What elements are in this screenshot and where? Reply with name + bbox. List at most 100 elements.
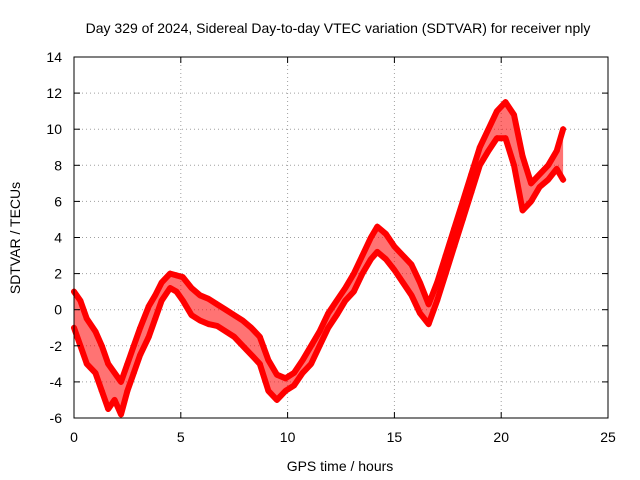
y-tick-label: -2 [50,338,63,354]
data-point-marker [152,315,159,322]
data-point-marker [553,147,560,154]
data-point-marker [350,270,357,277]
data-point-marker [391,243,398,250]
data-point-marker [560,126,567,133]
data-point-marker [124,387,131,394]
data-point-marker [536,183,543,190]
data-point-marker [124,360,131,367]
data-point-marker [425,301,432,308]
data-point-marker [83,315,90,322]
data-point-marker [425,321,432,328]
data-point-marker [117,378,124,385]
data-point-marker [117,411,124,418]
data-point-marker [459,198,466,205]
data-point-marker [545,162,552,169]
data-point-marker [342,297,349,304]
data-point-marker [325,310,332,317]
data-point-marker [536,171,543,178]
data-point-marker [325,324,332,331]
data-point-marker [519,153,526,160]
y-tick-label: 12 [46,85,62,101]
data-point-marker [316,328,323,335]
data-point-marker [308,360,315,367]
data-point-marker [222,306,229,313]
data-point-marker [408,261,415,268]
data-point-marker [188,285,195,292]
data-point-marker [214,322,221,329]
data-point-marker [316,342,323,349]
data-point-marker [167,285,174,292]
data-point-marker [502,99,509,106]
data-point-marker [399,252,406,259]
data-point-marker [417,310,424,317]
data-point-marker [291,382,298,389]
axis-ticks: 0 5 10 15 20 25 -6 -4 -2 0 2 4 6 8 10 12 14 [46,49,616,445]
data-point-marker [137,324,144,331]
data-point-marker [158,279,165,286]
data-point-marker [222,328,229,335]
y-tick-label: 0 [54,302,62,318]
data-point-marker [130,342,137,349]
data-point-marker [205,321,212,328]
data-point-marker [391,266,398,273]
data-point-marker [105,360,112,367]
data-point-marker [359,252,366,259]
data-point-marker [382,256,389,263]
data-point-marker [493,108,500,115]
data-point-marker [145,303,152,310]
data-point-marker [98,387,105,394]
data-point-marker [282,387,289,394]
data-point-marker [77,297,84,304]
data-point-marker [493,135,500,142]
data-point-marker [188,312,195,319]
grid [74,57,608,418]
data-point-marker [528,180,535,187]
data-point-marker [152,292,159,299]
data-point-marker [173,272,180,279]
data-point-marker [205,295,212,302]
x-tick-label: 20 [493,429,509,445]
series-line-upper-band [71,99,567,385]
data-point-marker [265,387,272,394]
data-point-marker [248,324,255,331]
data-point-marker [476,144,483,151]
y-tick-label: -6 [50,410,63,426]
data-point-marker [442,270,449,277]
data-point-marker [374,223,381,230]
data-point-marker [451,225,458,232]
x-tick-label: 10 [280,429,296,445]
data-point-marker [98,342,105,349]
data-point-marker [382,230,389,237]
data-point-marker [92,369,99,376]
data-point-marker [374,248,381,255]
data-point-marker [291,369,298,376]
data-point-marker [511,111,518,118]
data-point-marker [417,279,424,286]
data-point-marker [442,252,449,259]
y-tick-label: 8 [54,157,62,173]
data-point-marker [459,216,466,223]
data-point-marker [519,207,526,214]
data-point-marker [214,301,221,308]
data-layer [71,99,567,418]
data-point-marker [342,285,349,292]
data-point-marker [256,333,263,340]
data-point-marker [105,405,112,412]
data-point-marker [451,243,458,250]
data-point-marker [256,360,263,367]
data-point-marker [502,135,509,142]
data-point-marker [468,189,475,196]
data-point-marker [273,371,280,378]
y-tick-label: 10 [46,121,62,137]
data-point-marker [231,333,238,340]
data-point-marker [545,176,552,183]
chart-title: Day 329 of 2024, Sidereal Day-to-day VTE… [86,20,591,36]
data-point-marker [434,279,441,286]
data-point-marker [282,375,289,382]
data-point-marker [350,288,357,295]
data-point-marker [333,297,340,304]
data-point-marker [231,312,238,319]
x-tick-label: 25 [600,429,616,445]
y-tick-label: 6 [54,193,62,209]
data-point-marker [485,126,492,133]
